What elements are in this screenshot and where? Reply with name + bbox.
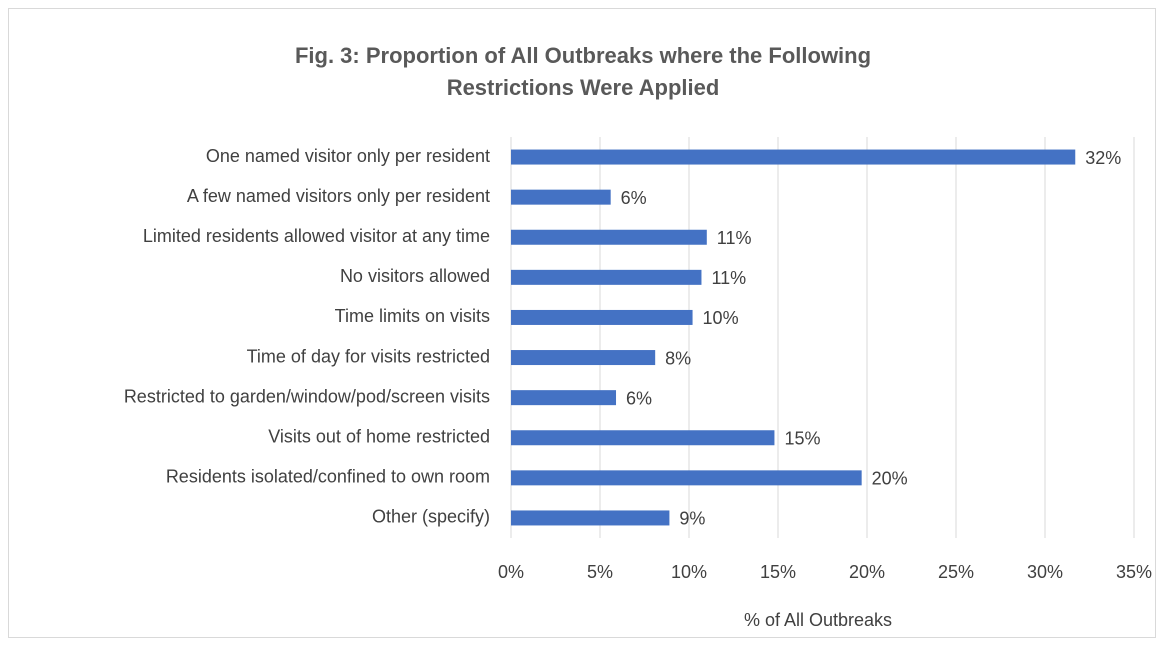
bar: [511, 390, 617, 406]
x-tick-label: 15%: [760, 562, 796, 582]
y-tick-label: Time of day for visits restricted: [247, 346, 490, 366]
y-tick-label: No visitors allowed: [340, 266, 490, 286]
data-label: 15%: [784, 429, 820, 449]
chart-frame: [8, 8, 1156, 638]
x-tick-label: 30%: [1027, 562, 1063, 582]
data-label: 11%: [717, 228, 752, 248]
y-tick-label: A few named visitors only per resident: [187, 186, 490, 206]
bar: [511, 430, 775, 446]
y-tick-label: Limited residents allowed visitor at any…: [143, 226, 490, 246]
x-tick-label: 0%: [498, 562, 524, 582]
data-label: 32%: [1085, 148, 1121, 168]
bar: [511, 189, 611, 205]
x-tick-label: 5%: [587, 562, 613, 582]
bar: [511, 470, 862, 486]
data-label: 20%: [872, 469, 908, 489]
chart-title: Fig. 3: Proportion of All Outbreaks wher…: [294, 43, 872, 100]
x-tick-label: 20%: [849, 562, 885, 582]
y-tick-label: Restricted to garden/window/pod/screen v…: [124, 386, 490, 406]
y-tick-label: Time limits on visits: [335, 306, 490, 326]
x-tick-label: 25%: [938, 562, 974, 582]
bar: [511, 229, 707, 245]
x-tick-label: 35%: [1116, 562, 1152, 582]
bar: [511, 350, 656, 366]
data-label: 6%: [621, 188, 647, 208]
y-tick-label: Other (specify): [372, 507, 490, 527]
bar: [511, 269, 702, 285]
x-axis-title: % of All Outbreaks: [744, 610, 892, 630]
data-label: 6%: [626, 388, 652, 408]
y-tick-label: Visits out of home restricted: [268, 427, 490, 447]
bar: [511, 149, 1076, 165]
bar: [511, 309, 693, 325]
data-label: 10%: [703, 308, 739, 328]
y-tick-label: One named visitor only per resident: [206, 146, 490, 166]
y-tick-label: Residents isolated/confined to own room: [166, 467, 490, 487]
data-label: 11%: [711, 268, 746, 288]
bar: [511, 510, 670, 526]
data-label: 8%: [665, 348, 691, 368]
data-label: 9%: [679, 509, 705, 529]
x-tick-label: 10%: [671, 562, 707, 582]
